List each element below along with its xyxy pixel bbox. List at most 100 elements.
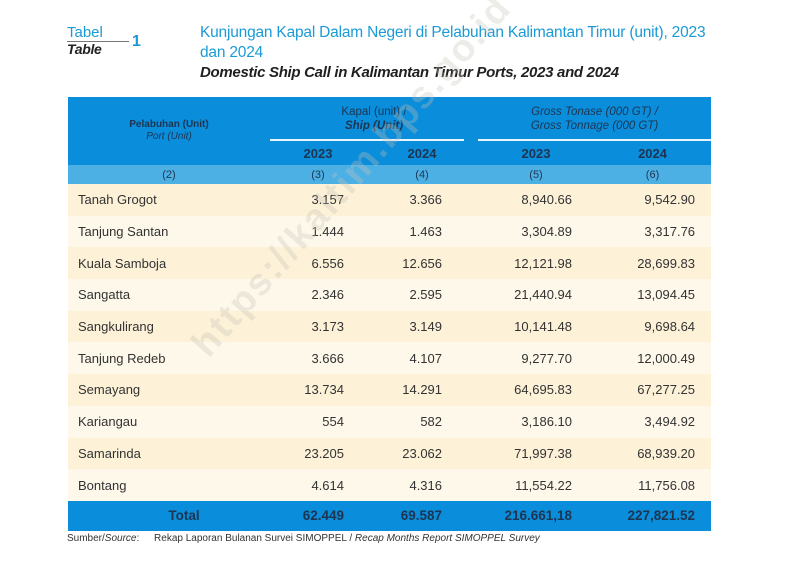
ship-2023: 3.157 xyxy=(270,184,366,216)
total-row: Total 62.449 69.587 216.661,18 227,821.5… xyxy=(68,500,712,531)
table-label: Tabel Table 1 xyxy=(67,24,147,58)
table-title: Kunjungan Kapal Dalam Negeri di Pelabuha… xyxy=(200,23,720,82)
header-ship-en: Ship (Unit) xyxy=(344,120,404,132)
gt-2023: 11,554.22 xyxy=(478,469,595,501)
header-ship-group: Kapal (unit) / Ship (Unit) xyxy=(270,97,479,141)
header-year: 2024 xyxy=(366,141,479,165)
header-port-id: Pelabuhan (Unit) xyxy=(129,119,209,130)
port-name: Bontang xyxy=(68,469,270,501)
port-name: Kuala Samboja xyxy=(68,247,270,280)
header-port: Pelabuhan (Unit) Port (Unit) xyxy=(68,97,270,165)
source-note: Sumber/Source: Rekap Laporan Bulanan Sur… xyxy=(67,533,540,544)
table-row: Tanah Grogot 3.157 3.366 8,940.66 9,542.90 xyxy=(68,184,712,216)
source-text-id: Rekap Laporan Bulanan Survei SIMOPPEL / xyxy=(154,533,355,544)
port-name: Samarinda xyxy=(68,437,270,470)
header-ship-id: Kapal (unit) / xyxy=(341,106,407,118)
total-label: Total xyxy=(68,500,270,531)
gt-2023: 3,186.10 xyxy=(478,405,595,438)
table-row: Kuala Samboja 6.556 12.656 12,121.98 28,699.… xyxy=(68,247,712,280)
header-gross-en: Gross Tonnage (000 GT) xyxy=(530,120,659,132)
table-row: Tanjung Redeb 3.666 4.107 9,277.70 12,000.49 xyxy=(68,342,712,375)
column-number: (2) xyxy=(68,165,270,184)
data-table: Pelabuhan (Unit) Port (Unit) Kapal (unit… xyxy=(68,97,712,531)
gt-2024: 9,698.64 xyxy=(594,310,712,343)
ship-2024: 1.463 xyxy=(366,215,479,248)
gt-2023: 12,121.98 xyxy=(478,247,595,280)
source-label-en: Source xyxy=(104,533,137,544)
ship-2023: 13.734 xyxy=(270,374,366,406)
ship-2023: 23.205 xyxy=(270,437,366,470)
total-ship-2024: 69.587 xyxy=(366,500,479,531)
table-row: Bontang 4.614 4.316 11,554.22 11,756.08 xyxy=(68,469,712,501)
ship-2024: 4.316 xyxy=(366,469,479,501)
gt-2024: 3,317.76 xyxy=(594,215,712,248)
table-row: Sangatta 2.346 2.595 21,440.94 13,094.45 xyxy=(68,279,712,311)
gt-2024: 9,542.90 xyxy=(594,184,712,216)
port-name: Tanjung Santan xyxy=(68,215,270,248)
ship-2023: 2.346 xyxy=(270,279,366,311)
gt-2023: 10,141.48 xyxy=(478,310,595,343)
port-name: Tanjung Redeb xyxy=(68,342,270,375)
ship-2024: 4.107 xyxy=(366,342,479,375)
ship-2024: 23.062 xyxy=(366,437,479,470)
gt-2023: 8,940.66 xyxy=(478,184,595,216)
title-english: Domestic Ship Call in Kalimantan Timur P… xyxy=(200,64,619,81)
header-port-en: Port (Unit) xyxy=(146,131,192,142)
gt-2023: 64,695.83 xyxy=(478,374,595,406)
port-name: Semayang xyxy=(68,374,270,406)
ship-2024: 2.595 xyxy=(366,279,479,311)
gt-2024: 3,494.92 xyxy=(594,405,712,438)
column-number: (3) xyxy=(270,165,366,184)
gt-2024: 28,699.83 xyxy=(594,247,712,280)
header-gross-group: Gross Tonase (000 GT) / Gross Tonnage (0… xyxy=(478,97,712,141)
total-gt-2024: 227,821.52 xyxy=(594,500,712,531)
ship-2024: 14.291 xyxy=(366,374,479,406)
table-label-en: Table xyxy=(67,41,102,57)
header-year: 2023 xyxy=(478,141,595,165)
ship-2023: 554 xyxy=(270,405,366,438)
table-row: Samarinda 23.205 23.062 71,997.38 68,939.20 xyxy=(68,437,712,470)
column-number: (6) xyxy=(594,165,712,184)
gt-2023: 71,997.38 xyxy=(478,437,595,470)
source-label: Sumber/Source: xyxy=(67,533,140,544)
gt-2024: 68,939.20 xyxy=(594,437,712,470)
ship-2024: 12.656 xyxy=(366,247,479,280)
header-gross-id: Gross Tonase (000 GT) / xyxy=(531,106,658,118)
title-indonesian: Kunjungan Kapal Dalam Negeri di Pelabuha… xyxy=(200,24,706,61)
ship-2024: 3.149 xyxy=(366,310,479,343)
ship-2023: 3.666 xyxy=(270,342,366,375)
table-row: Sangkulirang 3.173 3.149 10,141.48 9,698.64 xyxy=(68,310,712,343)
ship-2023: 4.614 xyxy=(270,469,366,501)
table-row: Kariangau 554 582 3,186.10 3,494.92 xyxy=(68,405,712,438)
ship-2024: 3.366 xyxy=(366,184,479,216)
source-label-id: Sumber/ xyxy=(67,533,105,544)
table-row: Semayang 13.734 14.291 64,695.83 67,277.25 xyxy=(68,374,712,406)
gt-2024: 67,277.25 xyxy=(594,374,712,406)
port-name: Kariangau xyxy=(68,405,270,438)
header-year: 2024 xyxy=(594,141,712,165)
column-number: (5) xyxy=(478,165,595,184)
total-gt-2023: 216.661,18 xyxy=(478,500,595,531)
header-year: 2023 xyxy=(270,141,366,165)
source-text-en: Recap Months Report SIMOPPEL Survey xyxy=(354,533,540,544)
total-ship-2023: 62.449 xyxy=(270,500,366,531)
gt-2024: 13,094.45 xyxy=(594,279,712,311)
table-row: Tanjung Santan 1.444 1.463 3,304.89 3,317.76 xyxy=(68,215,712,248)
table-number: 1 xyxy=(132,33,141,50)
table-label-id: Tabel xyxy=(67,24,103,41)
gt-2023: 21,440.94 xyxy=(478,279,595,311)
port-name: Tanah Grogot xyxy=(68,184,270,216)
gt-2024: 12,000.49 xyxy=(594,342,712,375)
label-divider xyxy=(67,41,129,42)
gt-2023: 3,304.89 xyxy=(478,215,595,248)
ship-2024: 582 xyxy=(366,405,479,438)
source-text: Rekap Laporan Bulanan Survei SIMOPPEL / … xyxy=(154,533,540,544)
port-name: Sangatta xyxy=(68,279,270,311)
ship-2023: 6.556 xyxy=(270,247,366,280)
port-name: Sangkulirang xyxy=(68,310,270,343)
gt-2024: 11,756.08 xyxy=(594,469,712,501)
gt-2023: 9,277.70 xyxy=(478,342,595,375)
column-number: (4) xyxy=(366,165,479,184)
ship-2023: 1.444 xyxy=(270,215,366,248)
ship-2023: 3.173 xyxy=(270,310,366,343)
